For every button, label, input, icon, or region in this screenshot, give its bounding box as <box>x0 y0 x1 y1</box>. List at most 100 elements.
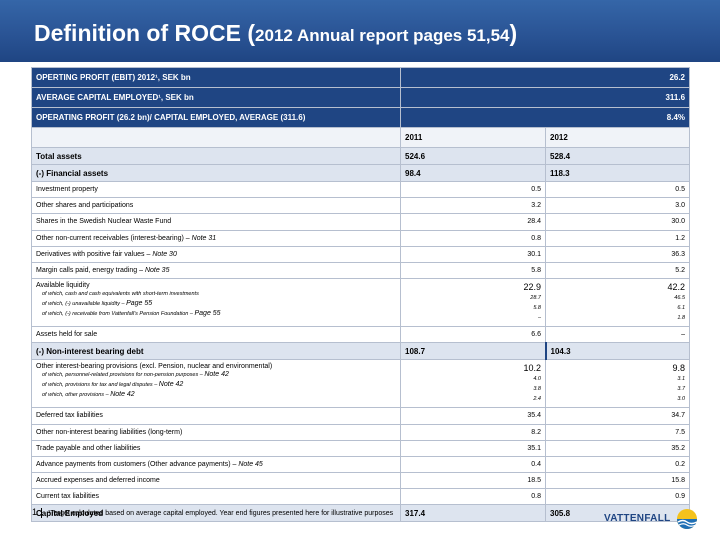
row-label: Accrued expenses and deferred income <box>31 472 401 490</box>
row-label: Other non-current receivables (interest-… <box>31 229 401 247</box>
value-2012: 30.0 <box>544 213 691 231</box>
year-2011: 2011 <box>400 127 546 148</box>
header-row-roce: OPERATING PROFIT (26.2 bn)/ CAPITAL EMPL… <box>31 107 691 128</box>
row-label: Other interest-bearing provisions (excl.… <box>31 359 401 409</box>
value-2012: 42.2 46.5 6.1 1.8 <box>544 278 691 328</box>
header-row-ebit: OPERTING PROFIT (EBIT) 2012¹, SEK bn 26.… <box>31 67 691 88</box>
footer-divider <box>41 508 43 519</box>
value-2011: 3.2 <box>400 197 546 215</box>
row-label: Available liquidity of which, cash and c… <box>31 278 401 328</box>
value-2011: 22.9 28.7 5.8 – <box>400 278 546 328</box>
value-2012: – <box>544 326 691 344</box>
value-2012: 1.2 <box>544 229 691 247</box>
table-row: Investment property 0.5 0.5 <box>31 180 691 199</box>
value-2011: 6.6 <box>400 326 546 344</box>
value-2011: 98.4 <box>400 164 546 182</box>
value-2012: 5.2 <box>544 261 691 280</box>
table-row: Other non-current receivables (interest-… <box>31 229 691 247</box>
row-label: Investment property <box>31 180 401 199</box>
row-label: (-) Financial assets <box>31 164 401 182</box>
value-2011: 0.8 <box>400 229 546 247</box>
value-2012: 0.5 <box>544 180 691 199</box>
year-header-row: 2011 2012 <box>31 127 691 148</box>
row-label: Deferred tax liabilities <box>31 407 401 425</box>
table-row: Other shares and participations 3.2 3.0 <box>31 197 691 215</box>
page-number: 1 <box>32 507 38 517</box>
table-row: Derivatives with positive fair values – … <box>31 245 691 263</box>
vattenfall-logo-icon <box>677 509 698 529</box>
row-label: Capital Employed <box>31 504 401 523</box>
value-2012: 528.4 <box>544 147 691 165</box>
row-label: (-) Non-interest bearing debt <box>31 342 401 361</box>
table-row: Deferred tax liabilities 35.4 34.7 <box>31 407 691 425</box>
value-2011: 317.4 <box>400 504 546 523</box>
header-label: OPERTING PROFIT (EBIT) 2012¹, SEK bn <box>31 67 401 88</box>
value-2011: 35.1 <box>400 439 546 457</box>
table-row: Current tax liabilities 0.8 0.9 <box>31 488 691 506</box>
row-label: Total assets <box>31 147 401 165</box>
value-2011: 0.4 <box>400 455 546 474</box>
value-2011: 18.5 <box>400 472 546 490</box>
logo-name: VATTENFALL <box>604 513 671 524</box>
row-label: Shares in the Swedish Nuclear Waste Fund <box>31 213 401 231</box>
header-label: OPERATING PROFIT (26.2 bn)/ CAPITAL EMPL… <box>31 107 401 128</box>
page-title: Definition of ROCE (2012 Annual report p… <box>34 20 517 47</box>
value-2011: 35.4 <box>400 407 546 425</box>
provisions-row: Other interest-bearing provisions (excl.… <box>31 359 691 409</box>
roce-table: OPERTING PROFIT (EBIT) 2012¹, SEK bn 26.… <box>31 67 691 523</box>
header-value: 8.4% <box>399 107 691 128</box>
header-value: 26.2 <box>399 67 691 88</box>
row-label: Derivatives with positive fair values – … <box>31 245 401 263</box>
financial-assets-row: (-) Financial assets 98.4 118.3 <box>31 164 691 182</box>
table-row: Assets held for sale 6.6 – <box>31 326 691 344</box>
table-row: Accrued expenses and deferred income 18.… <box>31 472 691 490</box>
table-row: Trade payable and other liabilities 35.1… <box>31 439 691 457</box>
sub-label: of which, (-) receivable from Vattenfall… <box>42 310 221 318</box>
sub-label: of which, (-) unavailable liquidity – Pa… <box>42 300 153 308</box>
sub-label: of which, personnel-related provisions f… <box>42 371 229 379</box>
table-row: Shares in the Swedish Nuclear Waste Fund… <box>31 213 691 231</box>
note-ref: Note 31 <box>191 234 217 242</box>
value-2012: 3.0 <box>544 197 691 215</box>
value-2011: 30.1 <box>400 245 546 263</box>
value-2011: 8.2 <box>400 423 546 441</box>
value-2011: 0.5 <box>400 180 546 199</box>
header-value: 311.6 <box>399 87 691 108</box>
note-ref: Note 35 <box>144 267 170 275</box>
table-row: Margin calls paid, energy trading – Note… <box>31 261 691 280</box>
footnote: ¹Target calculated based on average capi… <box>48 510 394 517</box>
available-liquidity-row: Available liquidity of which, cash and c… <box>31 278 691 328</box>
title-sub: 2012 Annual report pages 51,54 <box>255 26 510 45</box>
value-2012: 9.8 3.1 3.7 3.0 <box>544 359 691 409</box>
value-2012: 0.2 <box>544 455 691 474</box>
year-2012: 2012 <box>544 127 691 148</box>
title-close: ) <box>509 20 518 46</box>
value-2011: 28.4 <box>400 213 546 231</box>
value-2012: 34.7 <box>544 407 691 425</box>
value-2012: 15.8 <box>544 472 691 490</box>
capital-employed-row: Capital Employed 317.4 305.8 <box>31 504 691 523</box>
row-label: Trade payable and other liabilities <box>31 439 401 457</box>
value-2012: 305.8 <box>544 504 691 523</box>
note-ref: Note 45 <box>238 460 263 468</box>
table-row: Advance payments from customers (Other a… <box>31 455 691 474</box>
table-row: Other non-interest bearing liabilities (… <box>31 423 691 441</box>
header-label: AVERAGE CAPITAL EMPLOYED¹, SEK bn <box>31 87 401 108</box>
value-2012: 7.5 <box>544 423 691 441</box>
title-main: Definition of ROCE ( <box>34 20 256 46</box>
footer: 1 ¹Target calculated based on average cap… <box>32 507 394 519</box>
row-label: Advance payments from customers (Other a… <box>31 455 401 474</box>
sub-label: of which, cash and cash equivalents with… <box>42 291 199 298</box>
year-header-blank <box>31 127 401 148</box>
row-label: Other non-interest bearing liabilities (… <box>31 423 401 441</box>
value-2011: 5.8 <box>400 261 546 280</box>
value-2012: 35.2 <box>544 439 691 457</box>
title-bar: Definition of ROCE (2012 Annual report p… <box>0 0 720 62</box>
row-label: Current tax liabilities <box>31 488 401 506</box>
value-2011: 524.6 <box>400 147 546 165</box>
sub-label: of which, provisions for tax and legal d… <box>42 381 184 389</box>
row-label: Margin calls paid, energy trading – Note… <box>31 261 401 280</box>
value-2011: 0.8 <box>400 488 546 506</box>
value-2011: 10.2 4.0 3.8 2.4 <box>400 359 546 409</box>
row-label: Assets held for sale <box>31 326 401 344</box>
